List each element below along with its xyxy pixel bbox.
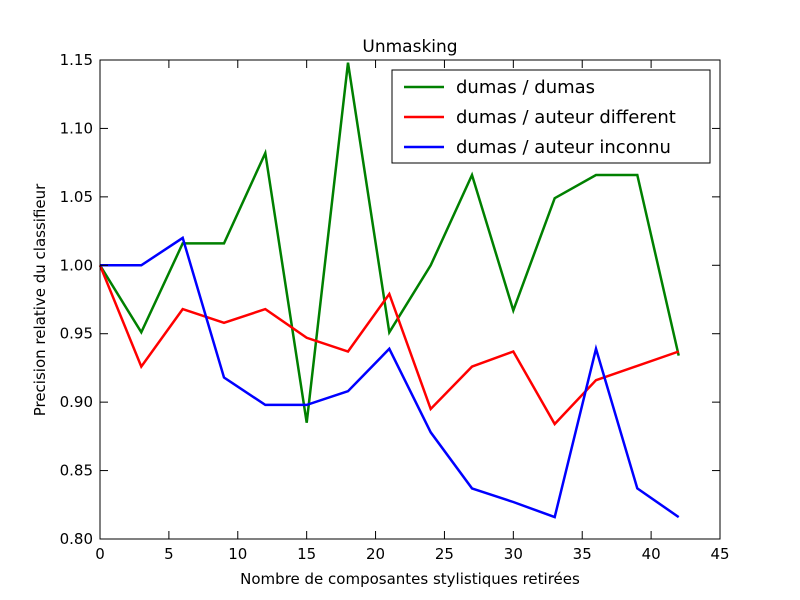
chart-title: Unmasking [362, 37, 457, 57]
legend-box [391, 69, 711, 164]
x-axis-label: Nombre de composantes stylistiques retir… [240, 570, 580, 588]
x-tick-label: 45 [710, 545, 729, 563]
x-tick-label: 35 [573, 545, 592, 563]
legend-label-1: dumas / dumas [456, 77, 595, 98]
y-tick-label: 1.10 [60, 119, 93, 137]
x-tick-label: 30 [504, 545, 523, 563]
series-line-3 [100, 235, 680, 519]
x-tick-label: 40 [642, 545, 661, 563]
series-line-1 [98, 62, 680, 423]
x-tick-label: 20 [366, 545, 385, 563]
y-tick-label: 1.00 [60, 256, 93, 274]
y-tick-label: 0.85 [60, 462, 93, 480]
legend-label-2: dumas / auteur different [456, 107, 676, 128]
y-tick-label: 0.95 [60, 325, 93, 343]
plot-frame [99, 59, 721, 540]
legend: dumas / dumas dumas / auteur different dum… [391, 69, 711, 164]
series-line-2 [98, 264, 680, 427]
x-tick-label: 10 [228, 545, 247, 563]
x-tick-label: 5 [164, 545, 174, 563]
y-tick-label: 1.05 [60, 188, 93, 206]
ticks-layer: 0 5 10 15 20 25 30 35 40 45 0.80 0.85 0.90 0.95 1.00 1.… [60, 51, 730, 563]
series-layer [98, 62, 680, 519]
y-tick-label: 0.90 [60, 393, 93, 411]
y-tick-label: 0.80 [60, 530, 93, 548]
x-tick-label: 0 [95, 545, 105, 563]
y-tick-label: 1.15 [60, 51, 93, 69]
x-tick-label: 25 [435, 545, 454, 563]
legend-label-3: dumas / auteur inconnu [456, 137, 671, 158]
x-tick-label: 15 [297, 545, 316, 563]
y-axis-label: Precision relative du classifieur [31, 183, 49, 416]
